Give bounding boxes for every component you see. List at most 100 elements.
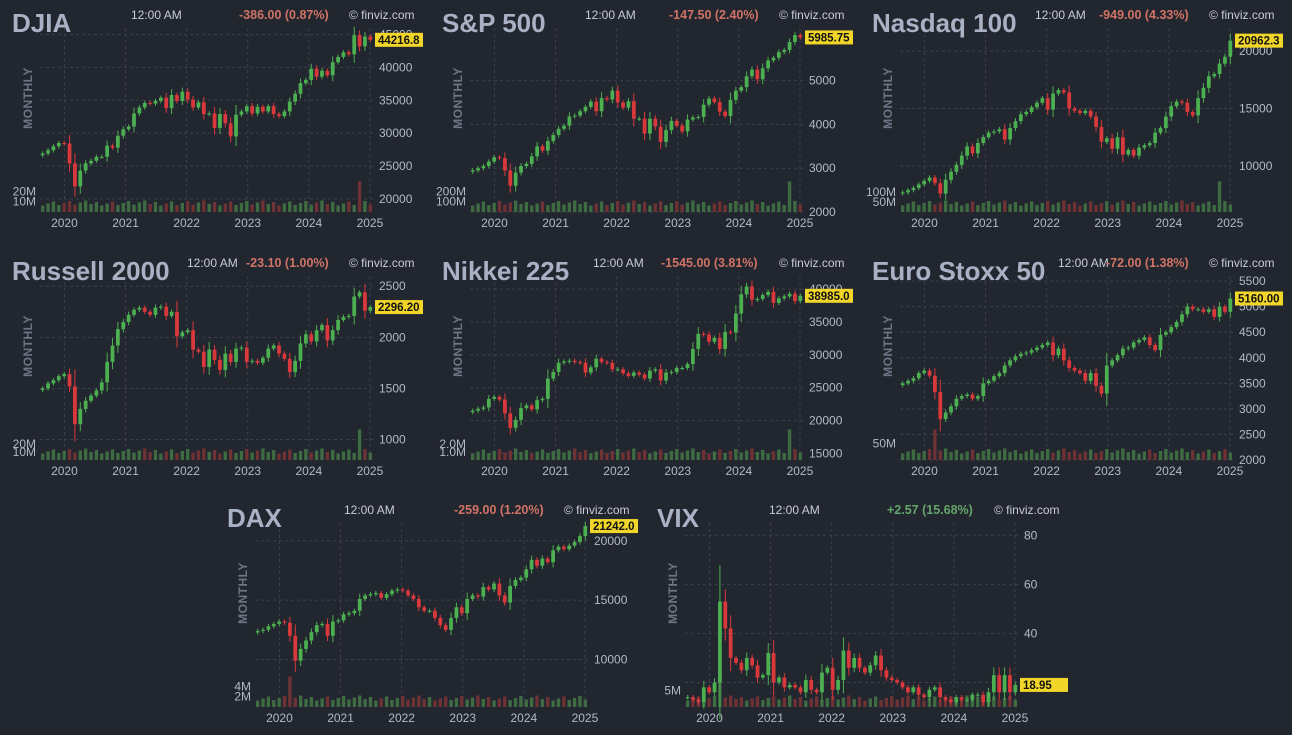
candle-body: [701, 687, 706, 703]
candle-body: [481, 166, 486, 169]
candle-body: [943, 412, 948, 420]
candle-body: [309, 334, 314, 342]
candle-body: [1029, 107, 1034, 112]
index-panel[interactable]: 204060802020202120222023202420255M18.95M…: [645, 495, 1068, 725]
x-tick-label: 2020: [911, 216, 938, 230]
candle-body: [1040, 345, 1045, 348]
volume-bar: [589, 205, 593, 212]
volume-bar: [471, 453, 475, 460]
volume-bar: [777, 699, 781, 707]
candle-body: [669, 371, 674, 373]
candle-body: [889, 677, 894, 681]
y-tick-label: 2000: [379, 330, 406, 344]
candlestick-chart[interactable]: 2000025000300003500040000450002020202120…: [0, 0, 423, 235]
volume-bar: [798, 696, 803, 707]
candle-body: [776, 52, 781, 58]
candlestick-chart[interactable]: 2000 3000 4000 5000 2020 2021 2022 2023 2024 2025…: [430, 0, 853, 235]
candle-body: [470, 595, 475, 599]
candle-body: [1008, 360, 1012, 366]
candle-body: [384, 594, 389, 598]
candle-body: [771, 291, 776, 303]
volume-bar: [761, 700, 765, 707]
candlestick-chart[interactable]: 1000 1500 2000 2500 2020 2021 2022 2023 2024 2025…: [0, 248, 423, 483]
candle-body: [680, 368, 685, 369]
volume-bar: [1212, 453, 1216, 460]
volume-bar: [363, 448, 367, 460]
volume-bar: [357, 181, 362, 212]
index-panel[interactable]: 1500020000250003000035000400002020202120…: [430, 248, 853, 478]
volume-bar: [57, 205, 61, 212]
last-price-label: 44216.8: [378, 35, 420, 47]
candle-body: [40, 153, 45, 156]
candle-body: [567, 116, 572, 126]
volume-bar: [675, 448, 679, 460]
candlestick-chart[interactable]: 10000 15000 20000 2020 2021 2022 2023 2024 2025 4…: [215, 495, 638, 730]
volume-bar: [836, 699, 840, 707]
volume-bar: [766, 205, 770, 212]
candle-body: [578, 362, 582, 364]
index-panel[interactable]: 2000 2500 3000 3500 4000 4500 5000 5500 2020 2021…: [860, 248, 1283, 478]
index-panel[interactable]: 10000 15000 20000 2020 2021 2022 2023 2024 2025 1…: [860, 0, 1283, 230]
volume-bar: [1153, 205, 1157, 212]
candle-body: [1185, 102, 1190, 112]
candlestick-chart[interactable]: 204060802020202120222023202420255M18.95M…: [645, 495, 1068, 730]
candle-body: [201, 102, 206, 115]
y-tick-label: 4000: [1239, 351, 1266, 365]
volume-bar: [562, 452, 566, 460]
index-panel[interactable]: 2000025000300003500040000450002020202120…: [0, 0, 423, 230]
volume-bar: [707, 205, 711, 212]
volume-bar: [288, 676, 292, 707]
candle-body: [981, 137, 986, 143]
candle-body: [513, 579, 518, 586]
volume-bar: [981, 203, 985, 212]
change-value: -949.00 (4.33%): [1099, 8, 1189, 22]
candle-body: [1083, 373, 1088, 381]
x-tick-label: 2025: [1217, 216, 1244, 230]
volume-bar: [761, 449, 765, 460]
volume-bar: [1131, 201, 1136, 212]
volume-bar: [524, 201, 529, 212]
candle-body: [180, 91, 185, 101]
y-tick-label: 1500: [379, 381, 406, 395]
volume-bar: [89, 452, 93, 460]
index-panel[interactable]: 10000 15000 20000 2020 2021 2022 2023 2024 2025 4…: [215, 495, 638, 725]
volume-bar: [331, 449, 335, 460]
volume-bar: [503, 452, 507, 460]
volume-bar: [734, 448, 738, 460]
period-label: MONTHLY: [451, 315, 465, 377]
volume-bar: [922, 700, 926, 707]
volume-bar: [164, 203, 168, 212]
candle-body: [497, 157, 502, 159]
volume-bar: [970, 201, 975, 212]
volume-bar: [922, 203, 926, 212]
volume-bar: [831, 695, 835, 707]
volume-bar: [556, 200, 561, 212]
candlestick-chart[interactable]: 1500020000250003000035000400002020202120…: [430, 248, 853, 483]
index-panel[interactable]: 2000 3000 4000 5000 2020 2021 2022 2023 2024 2025…: [430, 0, 853, 230]
candle-body: [750, 657, 755, 666]
candle-body: [610, 362, 615, 370]
candle-body: [750, 69, 754, 77]
volume-bar: [422, 699, 426, 707]
candle-body: [196, 102, 201, 108]
volume-tick-label: 2.0M: [439, 437, 466, 451]
candle-body: [1013, 356, 1018, 361]
volume-bar: [508, 202, 512, 212]
volume-bar: [1099, 203, 1104, 212]
last-price-box: [805, 288, 853, 303]
volume-bar: [487, 453, 491, 460]
period-label: MONTHLY: [881, 315, 895, 377]
volume-tick-label: 50M: [873, 437, 896, 451]
volume-bar: [658, 201, 663, 212]
candle-body: [782, 677, 787, 688]
index-panel[interactable]: 1000 1500 2000 2500 2020 2021 2022 2023 2024 2025…: [0, 248, 423, 478]
y-tick-label: 40: [1024, 626, 1038, 640]
volume-bar: [331, 201, 335, 212]
volume-bar: [234, 205, 238, 212]
volume-bar: [712, 203, 717, 212]
volume-bar: [1207, 201, 1211, 212]
candle-body: [508, 585, 513, 603]
volume-bar: [793, 699, 797, 707]
